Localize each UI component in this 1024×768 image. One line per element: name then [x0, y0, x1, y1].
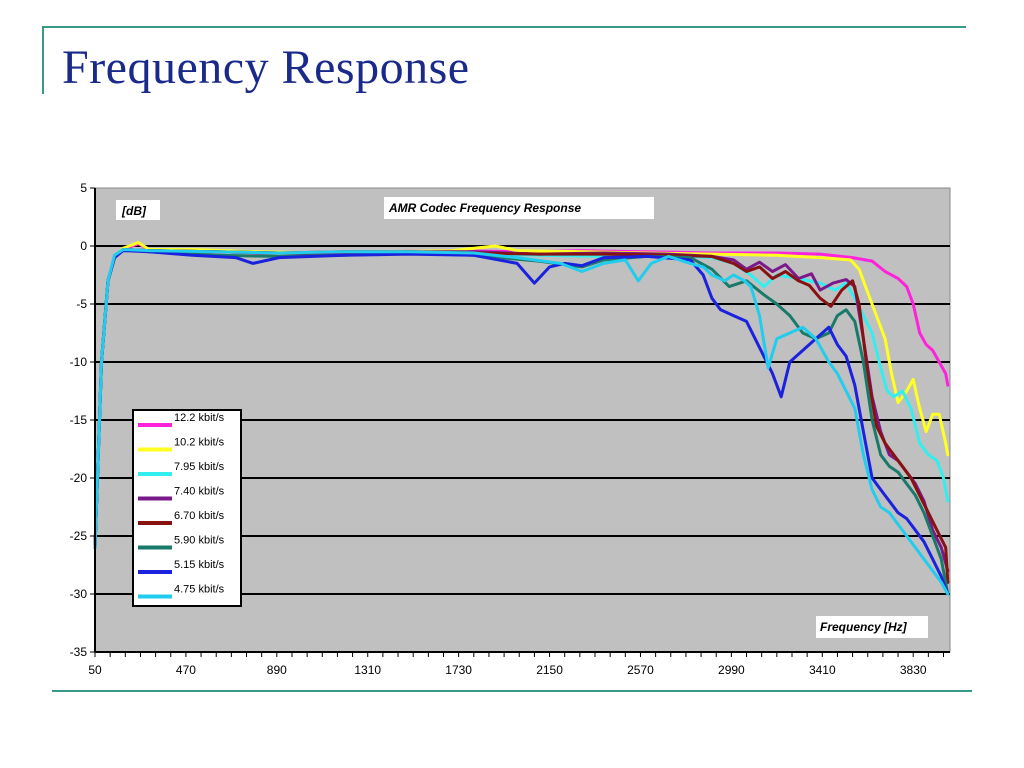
x-axis-title-box: Frequency [Hz] — [816, 616, 928, 638]
y-tick-label: -10 — [70, 355, 88, 369]
legend-items: 12.2 kbit/s 10.2 kbit/s 7.95 kbit/s 7.40 kb… — [138, 412, 225, 599]
y-axis-title-box: [dB] — [116, 200, 160, 220]
legend-label: 12.2 kbit/s — [174, 412, 225, 424]
legend-label: 10.2 kbit/s — [174, 437, 225, 449]
series-line — [93, 249, 950, 596]
y-axis-title: [dB] — [121, 204, 147, 218]
x-tick-label: 3410 — [809, 663, 836, 677]
chart-title-background — [384, 197, 654, 219]
series-lines — [93, 241, 950, 596]
x-tick-label: 2150 — [536, 663, 563, 677]
x-tick-label: 3830 — [900, 663, 927, 677]
y-tick-label: -35 — [70, 645, 88, 659]
series-line — [93, 248, 950, 596]
x-tick-label: 50 — [88, 663, 102, 677]
y-tick-label: -20 — [70, 471, 88, 485]
legend: 12.2 kbit/s 10.2 kbit/s 7.95 kbit/s 7.40 kb… — [132, 409, 242, 607]
legend-label: 7.95 kbit/s — [174, 461, 225, 473]
series-line — [93, 241, 950, 550]
legend-label: 5.15 kbit/s — [174, 559, 225, 571]
legend-label: 7.40 kbit/s — [174, 486, 225, 498]
slide-title: Frequency Response — [62, 41, 470, 94]
legend-label: 5.90 kbit/s — [174, 535, 225, 547]
chart-title-box: AMR Codec Frequency Response — [384, 197, 654, 219]
title-accent-vertical-line — [42, 26, 44, 94]
x-axis-title: Frequency [Hz] — [820, 620, 908, 634]
legend-label: 4.75 kbit/s — [174, 584, 225, 596]
y-tick-label: -15 — [70, 413, 88, 427]
chart-title: AMR Codec Frequency Response — [388, 201, 581, 215]
series-line — [93, 248, 950, 596]
x-tick-label: 470 — [176, 663, 196, 677]
y-tick-label: -25 — [70, 529, 88, 543]
y-axis-title-background — [116, 200, 160, 220]
y-tick-label: -30 — [70, 587, 88, 601]
x-tick-label: 890 — [267, 663, 287, 677]
x-axis-title-background — [816, 616, 928, 638]
x-tick-label: 2990 — [718, 663, 745, 677]
y-tick-label: 5 — [80, 181, 87, 195]
x-tick-label: 2570 — [627, 663, 654, 677]
x-tick-labels: 50 470 890 1310 1730 2150 2570 2990 3410 3830 — [88, 652, 945, 677]
y-tick-label: 0 — [80, 239, 87, 253]
footer-accent-line — [52, 690, 972, 692]
y-tick-labels: 5 0 -5 -10 -15 -20 -25 -30 -35 — [70, 181, 95, 659]
x-tick-label: 1310 — [354, 663, 381, 677]
x-tick-label: 1730 — [445, 663, 472, 677]
legend-label: 6.70 kbit/s — [174, 510, 225, 522]
title-accent-top-line — [42, 26, 966, 28]
y-tick-label: -5 — [76, 297, 87, 311]
